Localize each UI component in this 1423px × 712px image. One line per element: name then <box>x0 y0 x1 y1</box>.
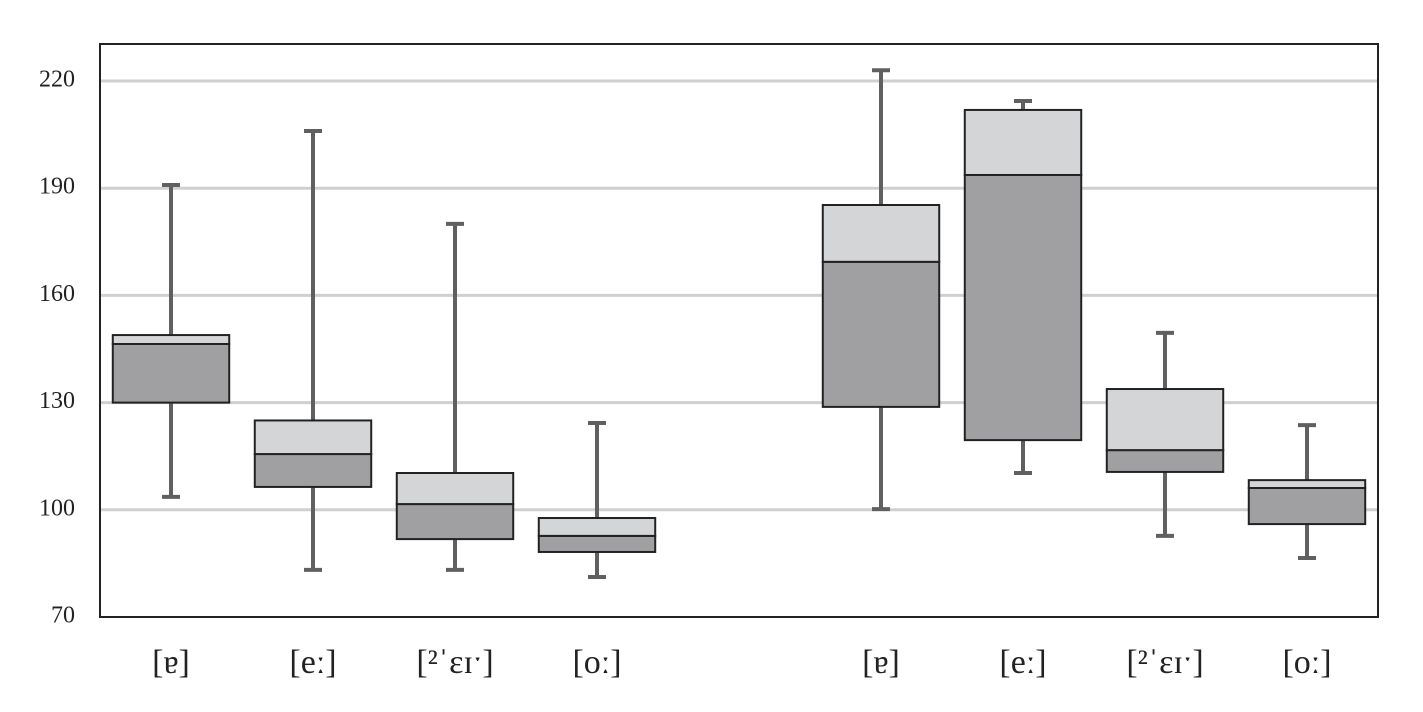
x-tick-label: [²ˈɛɪˑ] <box>416 644 493 681</box>
x-tick-label: [ɐ] <box>152 644 190 681</box>
box-lower <box>111 342 231 404</box>
y-tick-label: 160 <box>39 281 75 307</box>
y-tick-label: 130 <box>39 388 75 414</box>
y-tick-label: 190 <box>39 174 75 200</box>
box-lower <box>395 503 515 541</box>
y-tick-label: 70 <box>51 603 75 629</box>
box-lower <box>1105 449 1225 473</box>
box-upper <box>1247 479 1367 490</box>
box-upper <box>111 334 231 345</box>
x-tick-label: [oː] <box>1282 644 1331 681</box>
x-tick-label: [ɐ] <box>862 644 900 681</box>
box-lower <box>963 173 1083 442</box>
box-upper <box>537 517 657 537</box>
box-upper <box>253 419 373 456</box>
box-lower <box>821 260 941 408</box>
box-upper <box>963 108 1083 176</box>
x-tick-label: [eː] <box>289 644 336 681</box>
x-tick-label: [oː] <box>572 644 621 681</box>
box-lower <box>1247 487 1367 526</box>
x-tick-label: [eː] <box>999 644 1046 681</box>
plot-frame <box>99 43 1379 618</box>
y-tick-label: 220 <box>39 67 75 93</box>
x-tick-label: [²ˈɛɪˑ] <box>1126 644 1203 681</box>
box-upper <box>1105 388 1225 452</box>
box-upper <box>821 203 941 263</box>
box-lower <box>537 534 657 553</box>
box-lower <box>253 453 373 488</box>
y-tick-label: 100 <box>39 495 75 521</box>
box-upper <box>395 471 515 506</box>
